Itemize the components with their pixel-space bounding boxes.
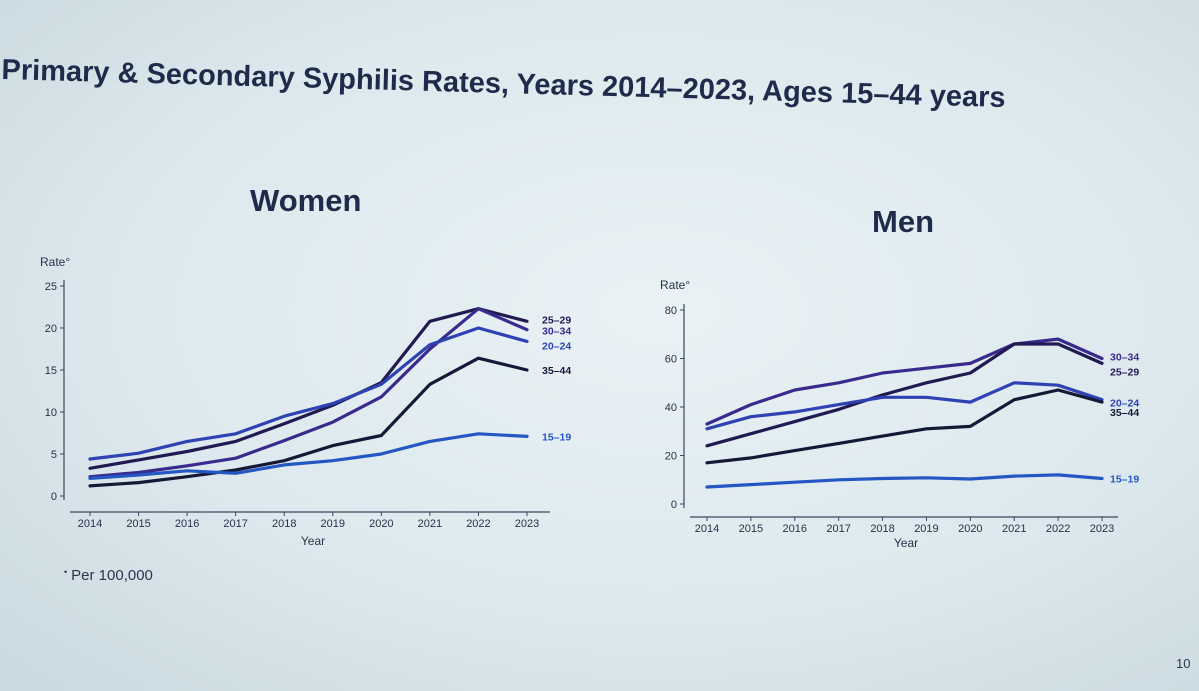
page-number: 10 — [1176, 656, 1191, 671]
women-chart: 0 5 10 15 20 25 2014 2015 2016 2017 2018 2019 2020 20… — [40, 255, 571, 548]
women-x-tick-label: 2016 — [175, 518, 199, 530]
footnote-marker: • — [64, 567, 68, 577]
women-series-line-25-29 — [88, 307, 529, 470]
men-y-tick-label: 20 — [665, 451, 677, 463]
men-y-tick-label: 60 — [665, 354, 677, 366]
men-x-tick-label: 2015 — [739, 523, 763, 535]
men-y-axis-title: Rate° — [660, 278, 690, 292]
women-series-label-25-29: 25–29 — [542, 314, 571, 326]
women-series-line-35-44 — [88, 356, 529, 488]
men-x-tick-label: 2019 — [914, 523, 938, 535]
men-chart-title: Men — [872, 204, 934, 239]
men-x-axis-title: Year — [894, 536, 918, 550]
women-y-axis-title: Rate° — [40, 255, 70, 269]
women-series-line-20-24 — [88, 326, 529, 461]
footnote: • Per 100,000 — [64, 567, 153, 584]
men-series-label-15-19: 15–19 — [1110, 474, 1139, 486]
women-x-axis-title: Year — [301, 534, 325, 548]
men-x-tick-label: 2018 — [870, 523, 894, 535]
women-series-label-35-44: 35–44 — [542, 365, 571, 377]
men-x-tick-label: 2021 — [1002, 523, 1026, 535]
women-series-line-30-34 — [88, 307, 529, 479]
women-series-label-15-19: 15–19 — [542, 431, 571, 443]
men-series-label-30-34: 30–34 — [1110, 352, 1139, 364]
men-x-tick-label: 2017 — [826, 523, 850, 535]
men-series-line-35-44 — [705, 388, 1104, 465]
women-y-tick-label: 10 — [45, 407, 57, 419]
men-x-tick-label: 2023 — [1090, 523, 1114, 535]
women-x-tick-label: 2015 — [126, 518, 150, 530]
men-series-label-20-24: 20–24 — [1110, 398, 1139, 410]
women-series-label-30-34: 30–34 — [542, 326, 571, 338]
men-series-line-25-29 — [705, 342, 1104, 448]
women-x-tick-label: 2019 — [321, 518, 345, 530]
men-y-tick-label: 80 — [665, 305, 677, 317]
men-series-line-20-24 — [705, 381, 1104, 431]
women-x-tick-label: 2021 — [418, 518, 442, 530]
women-y-tick-label: 20 — [45, 323, 57, 335]
women-x-tick-label: 2023 — [515, 518, 539, 530]
women-x-tick-label: 2018 — [272, 518, 296, 530]
men-series-line-30-34 — [705, 337, 1104, 426]
women-x-tick-label: 2020 — [369, 518, 393, 530]
women-y-tick-label: 0 — [51, 491, 57, 503]
women-x-tick-label: 2022 — [466, 518, 490, 530]
women-y-tick-label: 15 — [45, 365, 57, 377]
women-x-tick-label: 2014 — [78, 518, 102, 530]
men-x-tick-label: 2014 — [695, 523, 719, 535]
women-series-line-15-19 — [88, 432, 529, 480]
women-x-tick-label: 2017 — [223, 518, 247, 530]
men-series-label-35-44: 35–44 — [1110, 407, 1139, 419]
men-series-label-25-29: 25–29 — [1110, 366, 1139, 378]
men-series-line-15-19 — [705, 473, 1104, 489]
women-chart-title: Women — [250, 183, 362, 218]
men-x-tick-label: 2016 — [783, 523, 807, 535]
women-series-label-20-24: 20–24 — [542, 340, 571, 352]
women-y-tick-label: 25 — [45, 281, 57, 293]
women-y-tick-label: 5 — [51, 449, 57, 461]
men-y-tick-label: 0 — [671, 499, 677, 511]
men-x-tick-label: 2022 — [1046, 523, 1070, 535]
footnote-text: Per 100,000 — [71, 567, 153, 584]
men-chart: 0 20 40 60 80 2014 2015 2016 2017 2018 2019 2020 202… — [660, 278, 1139, 550]
men-x-tick-label: 2020 — [958, 523, 982, 535]
men-y-tick-label: 40 — [665, 402, 677, 414]
